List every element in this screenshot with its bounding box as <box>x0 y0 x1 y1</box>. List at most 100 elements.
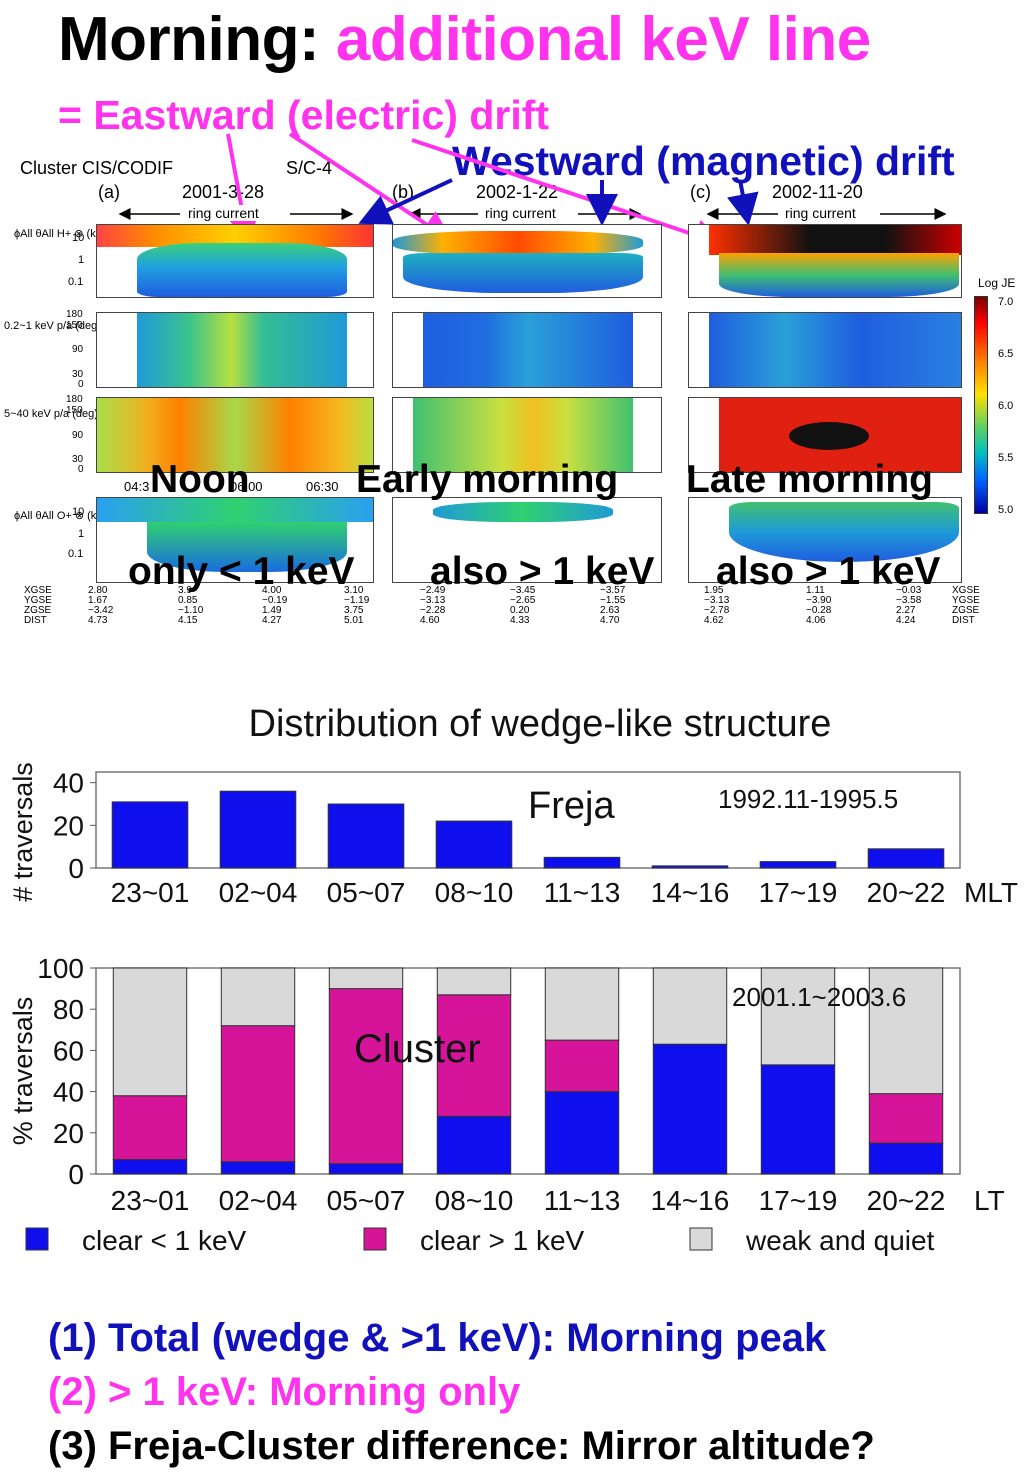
chart1-bar <box>219 790 297 869</box>
chart1-xlabel: MLT <box>964 877 1018 908</box>
panel-c-ring: ring current <box>783 205 858 221</box>
panel-a-tag: (a) <box>98 182 120 202</box>
chart2-bar-segment <box>544 1091 620 1175</box>
legend-swatch <box>689 1227 713 1251</box>
row-label-pa-low: 0.2~1 keV p/a (deg) <box>4 320 101 332</box>
tick-pa1-0: 0 <box>78 379 84 390</box>
chart1-bar <box>111 801 189 869</box>
colorbar-tick-70: 7.0 <box>998 296 1014 308</box>
chart2-xtick: 08~10 <box>435 1185 514 1216</box>
conclusion-2: (2) > 1 keV: Morning only <box>48 1370 521 1414</box>
chart2-bar-segment <box>544 967 620 1041</box>
chart1-ytick: 20 <box>53 810 84 841</box>
bar-charts: Distribution of wedge-like structure 23~0… <box>8 703 1018 1256</box>
chart1-title: Distribution of wedge-like structure <box>249 703 832 745</box>
panel-a-date: 2001-3-28 <box>182 182 265 202</box>
chart1-xtick: 20~22 <box>867 877 946 908</box>
chart2-bar-segment <box>436 1115 512 1175</box>
label-late-morning: Late morning <box>686 458 934 501</box>
orbit-c-1: 1.95 −3.13 −2.78 4.62 <box>704 585 730 626</box>
legend-swatch <box>25 1227 49 1251</box>
tick-pa2-180: 180 <box>66 394 83 405</box>
chart1-bar <box>759 861 837 869</box>
time-tick-a-1: 04:3 <box>124 479 150 494</box>
chart2-bar-segment <box>328 988 404 1165</box>
chart2-xtick: 02~04 <box>219 1185 298 1216</box>
panel-a-h-spectrogram <box>96 224 374 298</box>
instrument-label: Cluster CIS/CODIF <box>20 158 174 178</box>
tick-e10: 10 <box>72 232 85 244</box>
panel-c-pa-high <box>688 397 962 473</box>
chart2-ytick: 80 <box>53 994 84 1025</box>
legend-label: clear > 1 keV <box>420 1225 585 1256</box>
chart2-bar-segment <box>652 967 728 1045</box>
colorbar-tick-55: 5.5 <box>998 452 1014 464</box>
chart2-bar-segment <box>112 1159 188 1175</box>
chart2-ylabel: % traversals <box>8 997 38 1146</box>
chart2-bar-segment <box>760 1064 836 1175</box>
label-also-above-b: also > 1 keV <box>430 550 655 593</box>
chart2-bar-segment <box>868 1142 944 1175</box>
chart2-bar-segment <box>652 1043 728 1175</box>
orbit-a-4: 3.10 −1.19 3.75 5.01 <box>344 585 370 626</box>
orbit-b-3: −3.57 −1.55 2.63 4.70 <box>600 585 626 626</box>
colorbar-tick-50: 5.0 <box>998 504 1014 516</box>
orbit-b-2: −3.45 −2.65 0.20 4.33 <box>510 585 536 626</box>
chart2-ytick: 20 <box>53 1118 84 1149</box>
chart2-period: 2001.1~2003.6 <box>732 982 906 1012</box>
chart2-ytick: 40 <box>53 1077 84 1108</box>
tick-o1: 1 <box>78 528 85 540</box>
panel-b-date: 2002-1-22 <box>476 182 559 202</box>
chart2-bar-segment <box>760 967 836 1066</box>
chart2-xtick: 20~22 <box>867 1185 946 1216</box>
time-tick-a-3: 06:30 <box>306 479 339 494</box>
row-label-pa-high: 5~40 keV p/a (deg) <box>4 408 98 420</box>
chart2-ytick: 0 <box>68 1159 84 1190</box>
chart2-bar-segment <box>112 1095 188 1161</box>
panel-c-o-spectrogram <box>688 497 962 583</box>
chart2-bar-segment <box>220 1161 296 1175</box>
legend-swatch <box>363 1227 387 1251</box>
time-tick-a-2: 06:00 <box>230 479 263 494</box>
orbit-a-3: 4.00 −0.19 1.49 4.27 <box>262 585 288 626</box>
chart2-xtick: 23~01 <box>111 1185 190 1216</box>
chart1-xtick: 08~10 <box>435 877 514 908</box>
tick-o01: 0.1 <box>68 548 84 560</box>
chart2-bar-segment <box>436 994 512 1117</box>
panel-c-pa-low <box>688 312 962 388</box>
colorbar-tick-65: 6.5 <box>998 348 1014 360</box>
panel-c-tag: (c) <box>690 182 711 202</box>
panel-b-o-spectrogram <box>392 497 662 583</box>
orbit-b-1: −2.49 −3.13 −2.28 4.60 <box>420 585 446 626</box>
legend-label: weak and quiet <box>745 1225 935 1256</box>
title-magenta: additional keV line <box>335 5 871 74</box>
chart2-xtick: 14~16 <box>651 1185 730 1216</box>
orbit-a-2: 3.9 0.85 −1.10 4.15 <box>178 585 204 626</box>
tick-pa1-30: 30 <box>72 369 84 380</box>
chart1-bar <box>543 856 621 869</box>
tick-pa2-90: 90 <box>72 430 84 441</box>
conclusion-1: (1) Total (wedge & >1 keV): Morning peak <box>48 1316 827 1360</box>
label-only-below: only < 1 keV <box>128 550 355 593</box>
chart1-xtick: 11~13 <box>544 877 621 908</box>
chart2-bar-segment <box>220 1025 296 1163</box>
row-label-h: ϕAll θAll H+ ⊗ (keV) <box>14 228 113 240</box>
chart1-xtick: 17~19 <box>759 877 838 908</box>
panel-b-ring: ring current <box>483 205 558 221</box>
orbit-c-3: −0.03 −3.58 2.27 4.24 <box>896 585 922 626</box>
tick-pa2-30: 30 <box>72 454 84 465</box>
chart1-xtick: 05~07 <box>327 877 406 908</box>
colorbar-tick-60: 6.0 <box>998 400 1014 412</box>
colorbar <box>974 296 988 514</box>
tick-pa2-150: 150 <box>66 405 83 416</box>
annotation-arrows <box>118 132 947 294</box>
colorbar-title: Log JE <box>978 276 1016 290</box>
chart2-bar-segment <box>112 967 188 1097</box>
title-black: Morning: <box>58 5 320 74</box>
page-title: Morning: additional keV line <box>58 4 871 75</box>
orbit-names-right: XGSE YGSE ZGSE DIST <box>952 585 980 626</box>
chart2-bar-segment <box>544 1039 620 1093</box>
chart2-bar-segment <box>220 967 296 1027</box>
row-label-o: ϕAll θAll O+ ⊗ (keV) <box>14 510 114 522</box>
chart1-xtick: 02~04 <box>219 877 298 908</box>
